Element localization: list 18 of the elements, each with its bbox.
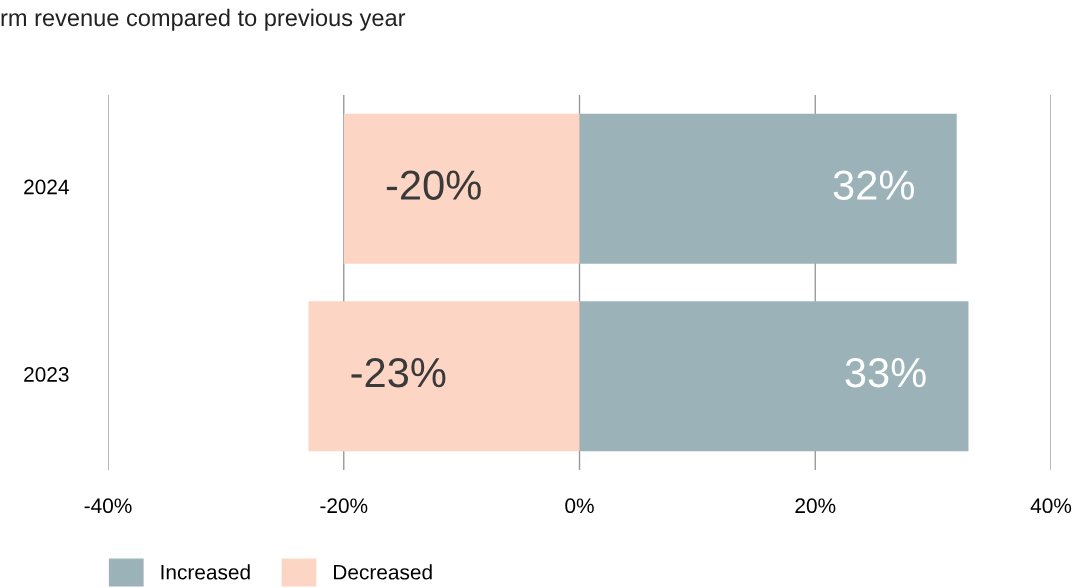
legend-label: Increased xyxy=(161,564,250,580)
bar xyxy=(308,301,580,452)
chart-title: rm revenue compared to previous year xyxy=(1,8,406,31)
y-tick-label: 2023 xyxy=(24,367,69,382)
bar xyxy=(579,113,957,264)
x-tick-label: 20% xyxy=(795,498,836,514)
legend-label: Decreased xyxy=(334,564,432,580)
x-tick-label: -20% xyxy=(320,498,368,514)
x-tick-label: 40% xyxy=(1030,498,1072,514)
x-tick-label: 0% xyxy=(565,498,594,514)
bar xyxy=(343,113,580,264)
data-label: 32% xyxy=(833,170,914,200)
y-tick-label: 2024 xyxy=(24,179,69,195)
data-label: -20% xyxy=(386,170,481,200)
x-tick-label: -40% xyxy=(84,498,132,514)
data-label: -23% xyxy=(351,357,446,388)
bar xyxy=(579,301,969,452)
data-label: 33% xyxy=(845,357,926,388)
